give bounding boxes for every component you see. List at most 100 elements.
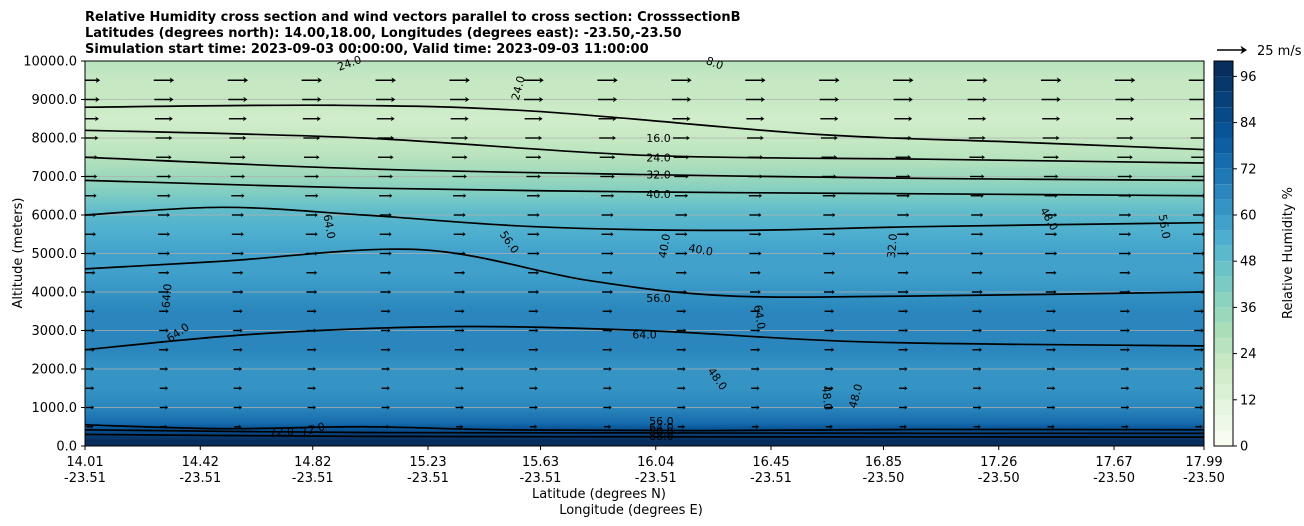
wind-arrow-7-5 [453, 212, 466, 218]
title-line-1: Relative Humidity cross section and wind… [85, 10, 741, 25]
contour-label-18: 64.0 [632, 328, 657, 341]
contour-line-80-0 [85, 428, 1204, 435]
contour-line-88-0 [85, 433, 1204, 438]
wind-arrow-10-13 [1045, 270, 1057, 275]
plot-area: 24.024.08.016.024.032.040.064.056.0 40.0 4… [84, 53, 1205, 447]
colorbar-band-2 [1214, 399, 1233, 416]
wind-arrow-14-2 [233, 347, 243, 352]
colorbar-band-8 [1214, 307, 1233, 323]
wind-arrow-18-6 [530, 424, 538, 429]
wind-key-arrow [1217, 45, 1247, 55]
wind-arrow-16-7 [603, 386, 612, 391]
wind-arrow-17-9 [751, 405, 760, 410]
wind-arrow-0-8 [671, 77, 692, 84]
rh-contour-lines [85, 104, 1204, 438]
wind-arrow-17-3 [307, 405, 316, 410]
x-tick-lat-label-9: 17.67 [1095, 455, 1132, 470]
colorbar-band-11 [1214, 261, 1233, 277]
wind-arrow-8-11 [897, 232, 910, 237]
wind-arrow-9-1 [157, 251, 170, 256]
wind-arrow-4-10 [821, 155, 838, 160]
colorbar-band-21 [1214, 107, 1233, 123]
wind-arrow-3-6 [525, 135, 542, 141]
colorbar-band-12 [1214, 245, 1233, 262]
wind-arrow-9-9 [749, 251, 762, 256]
contour-label-17: 64.0 [751, 304, 768, 330]
x-tick-lat-label-5: 16.04 [637, 455, 674, 470]
wind-arrow-5-6 [526, 174, 541, 179]
wind-arrow-16-2 [233, 386, 243, 391]
colorbar-ticks: 0 12 24 36 48 60 72 84 96 [1233, 70, 1257, 455]
wind-arrow-18-9 [751, 424, 759, 429]
wind-arrow-11-13 [1045, 289, 1057, 295]
wind-arrow-11-5 [454, 289, 466, 295]
chart-title: Relative Humidity cross section and wind… [85, 10, 741, 57]
wind-arrow-11-3 [306, 289, 318, 295]
colorbar-tick-label-2: 24 [1240, 347, 1257, 362]
contour-label-14: 64.0 [159, 283, 174, 309]
wind-arrow-12-9 [750, 309, 761, 314]
wind-arrow-8-10 [823, 232, 836, 237]
wind-arrow-4-9 [747, 155, 764, 160]
colorbar-band-17 [1214, 168, 1233, 185]
contour-line-32-0 [85, 156, 1204, 182]
wind-arrow-1-10 [819, 96, 839, 103]
wind-arrow-15-2 [233, 366, 243, 372]
colorbar-frame [1213, 60, 1234, 447]
wind-arrow-10-11 [897, 270, 909, 275]
wind-arrow-2-3 [302, 116, 321, 122]
wind-arrow-10-5 [454, 270, 466, 275]
wind-arrow-18-13 [1047, 424, 1055, 429]
wind-arrow-9-8 [675, 251, 688, 256]
wind-arrow-7-6 [527, 212, 540, 218]
wind-arrow-12-2 [233, 309, 243, 314]
wind-arrow-3-9 [747, 135, 764, 141]
contour-line-64-0 [85, 325, 1204, 351]
wind-arrow-3-13 [1042, 135, 1060, 141]
wind-arrow-8-3 [305, 232, 318, 237]
wind-arrow-8-15 [1193, 232, 1204, 237]
wind-arrow-9-3 [305, 251, 318, 256]
wind-arrow-13-5 [454, 328, 465, 333]
y-axis-label: Altitude (meters) [11, 198, 26, 309]
wind-arrow-17-15 [1194, 405, 1204, 410]
wind-arrow-16-5 [455, 386, 464, 391]
wind-arrow-18-14 [1121, 424, 1129, 429]
wind-arrow-1-7 [597, 96, 618, 103]
wind-arrow-10-12 [971, 270, 983, 275]
wind-arrow-2-1 [154, 116, 173, 122]
wind-arrow-4-7 [599, 155, 616, 160]
wind-arrow-15-0 [85, 366, 95, 372]
wind-arrow-7-12 [971, 212, 984, 218]
contour-line-72-0 [85, 423, 1204, 432]
contour-line-56-0 [85, 248, 1204, 298]
wind-arrow-10-4 [380, 270, 392, 275]
wind-arrow-1-13 [1041, 96, 1061, 103]
y-tick-label-0: 0.0 [56, 440, 77, 455]
wind-arrow-4-8 [673, 155, 690, 160]
wind-arrow-10-15 [1193, 270, 1204, 275]
wind-arrow-8-4 [379, 232, 392, 237]
wind-arrow-2-10 [820, 116, 839, 122]
contour-label-23: 72.0 [299, 420, 326, 439]
wind-arrow-7-7 [601, 212, 614, 218]
wind-arrow-5-8 [674, 174, 689, 179]
colorbar-band-13 [1214, 230, 1233, 246]
contour-label-9: 40.0 [656, 233, 673, 259]
wind-arrow-1-12 [967, 96, 987, 103]
x-tick-lon-label-10: -23.50 [1183, 471, 1225, 486]
wind-arrow-14-3 [307, 347, 317, 352]
contour-line-16-0 [85, 104, 1204, 151]
colorbar-tick-label-5: 60 [1240, 209, 1257, 224]
colorbar-band-18 [1214, 153, 1233, 169]
wind-arrow-3-7 [599, 135, 616, 141]
contour-label-26: 80.0 [649, 425, 674, 438]
wind-arrow-4-6 [525, 155, 542, 160]
wind-arrow-16-11 [899, 386, 908, 391]
wind-arrow-16-15 [1194, 386, 1204, 391]
wind-arrow-14-15 [1194, 347, 1204, 352]
wind-arrow-11-1 [158, 289, 170, 295]
contour-label-11: 32.0 [885, 233, 900, 259]
wind-arrow-3-3 [303, 135, 321, 141]
wind-arrow-15-13 [1046, 366, 1056, 372]
